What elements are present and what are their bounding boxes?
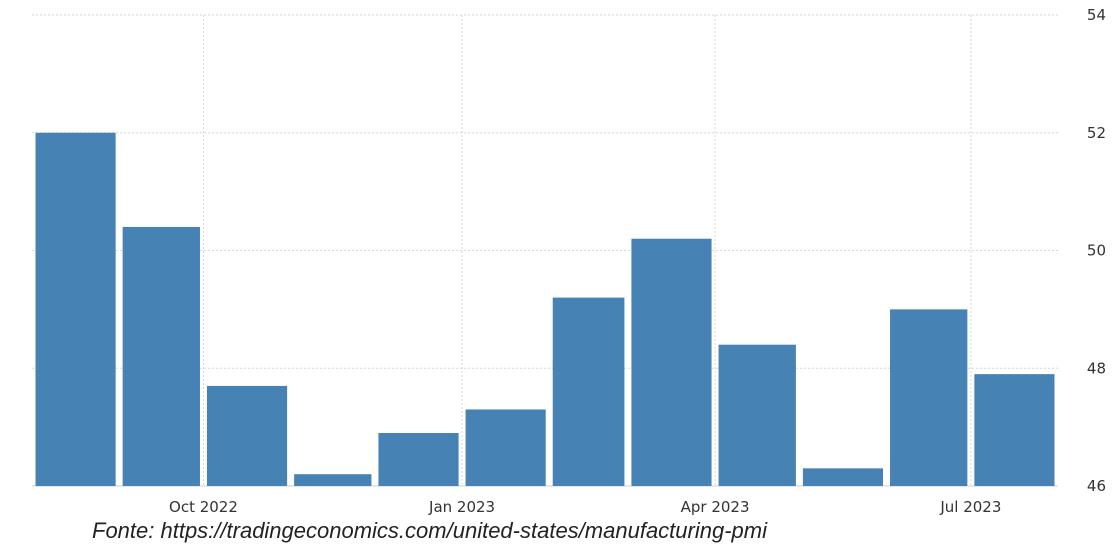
x-tick-label: Apr 2023 — [681, 498, 750, 516]
x-axis-ticks: Oct 2022 Jan 2023 Apr 2023 Jul 2023 — [169, 498, 1001, 516]
bar — [718, 344, 796, 486]
y-gridlines — [32, 14, 1058, 369]
x-tick-label: Jul 2023 — [939, 498, 1001, 516]
y-axis-ticks: 54 52 50 48 46 — [1087, 6, 1106, 495]
bar — [552, 297, 625, 486]
y-tick-label: 48 — [1087, 359, 1106, 377]
bar — [206, 385, 288, 486]
source-caption: Fonte: https://tradingeconomics.com/unit… — [92, 518, 767, 543]
y-tick-label: 50 — [1087, 242, 1106, 260]
y-tick-label: 52 — [1087, 124, 1106, 142]
bar-chart: 54 52 50 48 46 Oct 2022 Jan 2023 Apr 202… — [32, 6, 1106, 516]
bar — [378, 433, 459, 486]
bar — [631, 238, 712, 486]
x-tick-label: Oct 2022 — [169, 498, 238, 516]
y-tick-label: 54 — [1087, 6, 1106, 24]
bar — [35, 132, 116, 486]
y-tick-label: 46 — [1087, 477, 1106, 495]
x-tick-label: Jan 2023 — [428, 498, 495, 516]
bar — [890, 309, 968, 486]
bar — [974, 374, 1055, 486]
bar — [294, 474, 372, 486]
x-gridlines — [202, 15, 972, 486]
bar — [122, 226, 200, 486]
bar — [802, 468, 884, 486]
bars — [35, 132, 1055, 486]
bar — [465, 409, 546, 486]
